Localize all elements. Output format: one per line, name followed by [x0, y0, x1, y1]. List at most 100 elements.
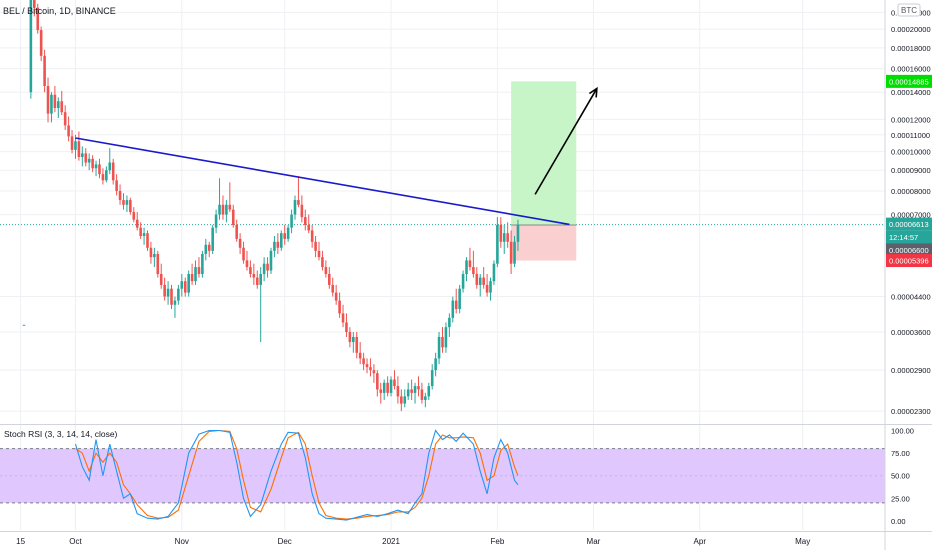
candle-body: [180, 281, 184, 289]
time-tick-label: Apr: [694, 537, 707, 546]
candle-body: [372, 370, 376, 374]
candle-body: [472, 267, 475, 274]
candle-body: [266, 263, 269, 271]
countdown-tag-bg: [886, 230, 932, 244]
candle-body: [197, 267, 201, 274]
candle-body: [149, 247, 153, 258]
candle-body: [352, 336, 355, 343]
target-zone[interactable]: [511, 81, 577, 225]
candle-body: [389, 379, 393, 393]
symbol-title[interactable]: BEL / Bitcoin, 1D, BINANCE: [3, 6, 116, 16]
candle-body: [225, 204, 228, 215]
stop-zone[interactable]: [511, 224, 577, 261]
candle-body: [317, 250, 321, 258]
candle-body: [87, 158, 91, 163]
candle-body: [465, 260, 468, 274]
rsi-band-fill: [0, 448, 885, 503]
countdown-tag: 12:14:57: [889, 233, 918, 242]
candle-body: [427, 386, 431, 397]
candle-body: [297, 200, 300, 205]
currency-badge[interactable]: BTC: [897, 3, 921, 17]
price-tick-label: 0.00007000: [891, 211, 931, 220]
candle-body: [345, 322, 348, 332]
candle-body: [50, 94, 53, 114]
candle-body: [358, 352, 362, 359]
projection-arrow-head[interactable]: [588, 86, 598, 98]
candle-body: [67, 125, 70, 137]
candle-body: [403, 396, 407, 404]
indicator-title[interactable]: Stoch RSI (3, 3, 14, 14, close): [4, 429, 118, 439]
candle-body: [338, 300, 341, 314]
candle-body: [255, 277, 259, 285]
candle-body: [74, 141, 77, 150]
price-tick-label: 0.00002300: [891, 407, 931, 416]
candle-body: [252, 273, 256, 278]
candle-body: [334, 292, 338, 301]
candle-body: [77, 141, 81, 157]
long-position-zones[interactable]: [511, 81, 577, 261]
candle-body: [365, 364, 369, 368]
candle-body: [290, 214, 293, 228]
time-tick-label: Feb: [490, 537, 504, 546]
candle-body: [166, 288, 170, 297]
projection-arrow[interactable]: [534, 88, 598, 195]
candle-body: [331, 284, 335, 293]
target-price-tag-bg: [886, 74, 932, 88]
rsi-tick-label: 75.00: [891, 449, 910, 458]
candle-body: [177, 288, 180, 301]
candle-body: [269, 250, 273, 271]
candle-body: [506, 233, 509, 242]
candle-body: [262, 263, 266, 274]
candle-body: [221, 204, 225, 215]
candle-body: [231, 209, 235, 225]
candle-body: [485, 284, 489, 293]
time-tick-label: Oct: [69, 537, 82, 546]
candle-body: [451, 300, 455, 318]
candle-body: [63, 112, 67, 126]
candle-body: [499, 224, 503, 242]
candle-body: [163, 284, 166, 297]
candle-body: [218, 204, 221, 215]
candle-body: [84, 153, 88, 163]
candle-body: [328, 273, 331, 285]
candle-body: [98, 164, 101, 175]
candle-body: [276, 241, 280, 248]
trendline[interactable]: [75, 137, 570, 226]
candle-body: [307, 224, 311, 231]
candle-body: [478, 277, 482, 285]
candle-body: [33, 0, 36, 8]
candle-body: [201, 253, 204, 274]
candle-body: [400, 396, 403, 404]
price-tick-label: 0.00002900: [891, 366, 931, 375]
candle-body: [410, 389, 413, 393]
candle-body: [211, 227, 214, 251]
entry-price-tag-bg: [886, 243, 932, 257]
candle-body: [115, 180, 118, 192]
price-tick-label: 0.00020000: [891, 25, 931, 34]
candle-body: [386, 382, 389, 393]
candle-body: [36, 7, 40, 31]
candle-body: [341, 313, 345, 323]
candle-body: [314, 241, 317, 251]
candle-body: [122, 200, 125, 205]
candle-body: [362, 358, 365, 365]
time-tick-label: Dec: [278, 537, 292, 546]
candle-body: [393, 379, 396, 387]
candle-body: [22, 324, 26, 326]
time-tick-label: May: [795, 537, 810, 546]
candle-body: [153, 253, 156, 258]
stop-price-tag-bg: [886, 254, 932, 268]
candle-body: [513, 241, 516, 264]
rsi-tick-label: 50.00: [891, 472, 910, 481]
candle-body: [142, 233, 146, 237]
candle-body: [118, 191, 122, 201]
rsi-tick-label: 100.00: [891, 427, 914, 436]
price-tick-label: 0.00018000: [891, 44, 931, 53]
candle-body: [406, 389, 410, 397]
price-tick-label: 0.00010000: [891, 148, 931, 157]
candle-body: [475, 273, 479, 285]
candle-body: [396, 386, 400, 397]
drawings[interactable]: [75, 86, 598, 226]
candle-body: [355, 336, 359, 353]
